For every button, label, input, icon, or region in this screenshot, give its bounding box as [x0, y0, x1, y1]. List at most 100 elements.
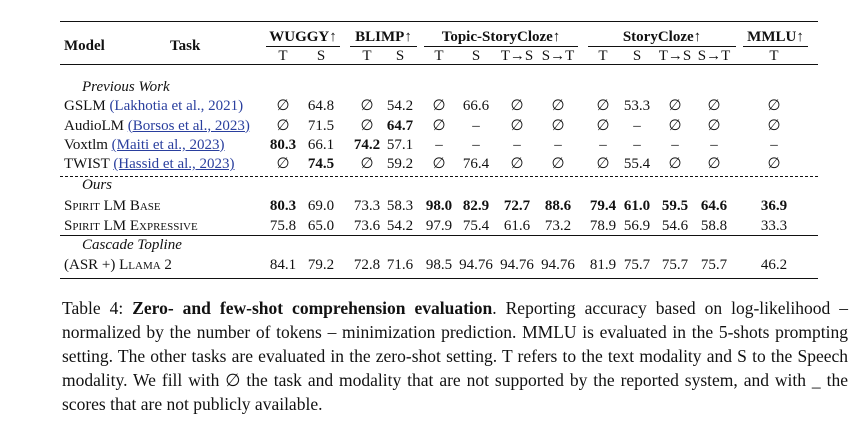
cell: ∅	[510, 156, 524, 173]
cell: 82.9	[462, 197, 490, 214]
group-header: BLIMP↑	[355, 29, 412, 45]
section-title: Ours	[82, 177, 113, 193]
cell: 80.3	[269, 136, 297, 153]
model-name: AudioLM (Borsos et al., 2023)	[64, 117, 250, 135]
column-header: S→T	[541, 48, 575, 64]
table-rule	[60, 278, 818, 279]
cell: 61.6	[503, 218, 531, 234]
table-rule	[350, 46, 417, 47]
cell: ∅	[276, 156, 290, 173]
column-header: S	[316, 48, 326, 64]
cell: 94.76	[500, 257, 534, 273]
cell: 75.7	[623, 257, 651, 273]
cell: 54.2	[386, 98, 414, 115]
citation[interactable]: (Maiti et al., 2023)	[111, 136, 225, 153]
cell: ∅	[767, 98, 781, 115]
cell: 98.5	[425, 257, 453, 273]
header-model: Model	[64, 38, 105, 54]
cell: –	[472, 136, 480, 153]
table-rule	[743, 46, 808, 47]
citation[interactable]: (Lakhotia et al., 2021)	[109, 98, 244, 115]
table-rule	[60, 64, 818, 65]
cell: –	[671, 136, 679, 153]
cell: 58.8	[700, 218, 728, 234]
cell: 54.2	[386, 218, 414, 234]
cell: 59.2	[386, 156, 414, 173]
cell: 84.1	[269, 257, 297, 273]
cell: 78.9	[589, 218, 617, 234]
cell: 65.0	[307, 218, 335, 234]
column-header: S	[395, 48, 405, 64]
column-header: T	[278, 48, 288, 64]
cell: 81.9	[589, 257, 617, 273]
cell: ∅	[551, 156, 565, 173]
cell: ∅	[668, 117, 682, 134]
cell: 88.6	[544, 197, 572, 214]
cell: 73.2	[544, 218, 572, 234]
cell: 94.76	[541, 257, 575, 273]
group-header: MMLU↑	[747, 29, 804, 45]
column-header: T	[434, 48, 444, 64]
cell: ∅	[596, 117, 610, 134]
column-header: S	[632, 48, 642, 64]
cell: 98.0	[425, 197, 453, 214]
group-header: Topic-StoryCloze↑	[441, 29, 561, 45]
model: TWIST	[64, 156, 110, 173]
model-name: TWIST (Hassid et al., 2023)	[64, 155, 235, 173]
cell: –	[435, 136, 443, 153]
cell: 55.4	[623, 156, 651, 173]
cell: ∅	[551, 98, 565, 115]
cell: 59.5	[661, 197, 689, 214]
model: (ASR +) Llama 2	[64, 257, 172, 273]
model-name: Spirit LM Expressive	[64, 217, 198, 235]
table-rule	[266, 46, 340, 47]
column-header: T→S	[658, 48, 692, 64]
caption-label: Table 4:	[62, 298, 124, 318]
cell: 64.6	[700, 197, 728, 214]
cell: 72.7	[503, 197, 531, 214]
cell: 75.7	[700, 257, 728, 273]
model: AudioLM	[64, 117, 124, 134]
caption-title: Zero- and few-shot comprehension evaluat…	[132, 298, 493, 318]
cell: ∅	[510, 98, 524, 115]
column-header: S	[471, 48, 481, 64]
cell: ∅	[707, 117, 721, 134]
table-rule	[588, 46, 736, 47]
cell: 58.3	[386, 197, 414, 214]
cell: ∅	[360, 117, 374, 134]
table-rule	[60, 21, 818, 22]
cell: 64.8	[307, 98, 335, 115]
column-header: T	[598, 48, 608, 64]
cell: ∅	[360, 98, 374, 115]
cell: ∅	[360, 156, 374, 173]
cell: 66.6	[462, 98, 490, 115]
cell: 64.7	[386, 117, 414, 134]
cell: 66.1	[307, 136, 335, 153]
cell: 69.0	[307, 197, 335, 214]
table-rule	[60, 235, 818, 236]
column-header: S→T	[697, 48, 731, 64]
cell: 72.8	[353, 257, 381, 273]
cell: –	[770, 136, 778, 153]
cell: –	[472, 117, 480, 134]
cell: ∅	[432, 117, 446, 134]
cell: –	[599, 136, 607, 153]
cell: 75.4	[462, 218, 490, 234]
citation[interactable]: (Hassid et al., 2023)	[113, 156, 235, 173]
cell: 56.9	[623, 218, 651, 234]
model-name: Voxtlm (Maiti et al., 2023)	[64, 136, 225, 154]
cell: 73.6	[353, 218, 381, 234]
cell: 71.5	[307, 117, 335, 134]
model: Spirit LM Expressive	[64, 218, 198, 234]
cell: 76.4	[462, 156, 490, 173]
cell: –	[633, 117, 641, 134]
cell: –	[554, 136, 562, 153]
section-title: Cascade Topline	[82, 237, 182, 253]
citation[interactable]: (Borsos et al., 2023)	[127, 117, 250, 134]
cell: 97.9	[425, 218, 453, 234]
cell: –	[513, 136, 521, 153]
cell: 57.1	[386, 136, 414, 153]
cell: 94.76	[459, 257, 493, 273]
header-task: Task	[170, 38, 201, 54]
cell: ∅	[276, 117, 290, 134]
